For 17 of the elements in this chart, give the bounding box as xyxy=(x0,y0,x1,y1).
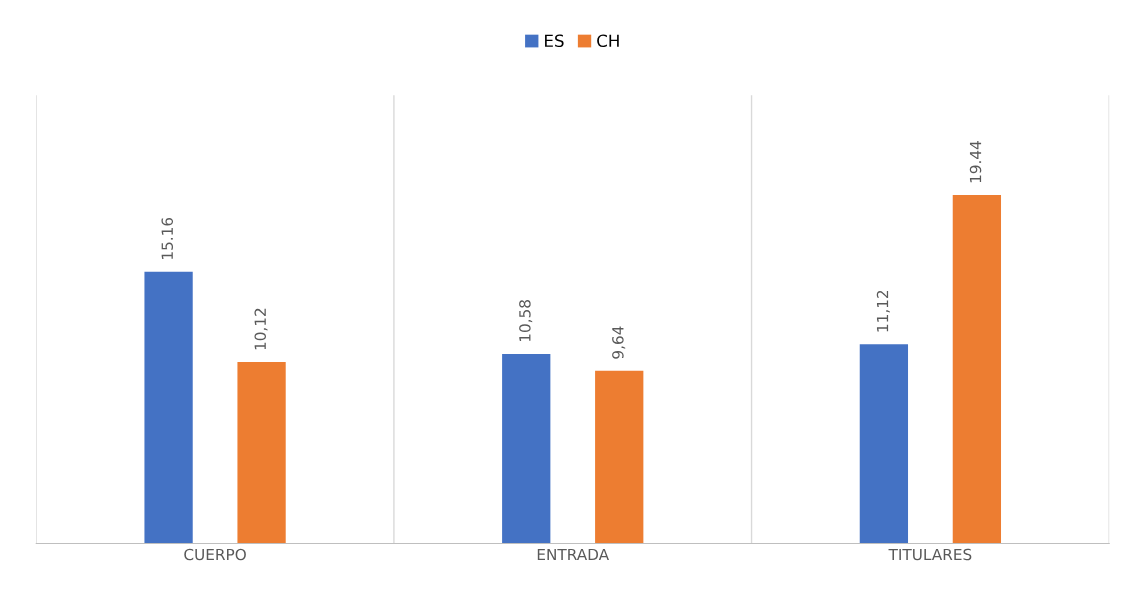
data-label: 10,58 xyxy=(519,300,533,342)
data-label: 15.16 xyxy=(161,217,174,259)
bar xyxy=(237,362,286,544)
bar xyxy=(144,271,193,544)
data-label: 11,12 xyxy=(876,290,890,332)
x-tick-label: TITULARES xyxy=(888,548,972,561)
x-tick-label: ENTRADA xyxy=(537,548,610,561)
data-label: 9,64 xyxy=(612,326,626,359)
data-label: 19.44 xyxy=(969,141,982,183)
x-tick-label: CUERPO xyxy=(184,548,246,561)
bar xyxy=(952,195,1002,544)
legend-label: ES xyxy=(545,34,564,48)
bar xyxy=(502,353,551,544)
bar xyxy=(595,370,644,544)
legend-label: CH xyxy=(597,34,619,48)
data-label: 10,12 xyxy=(254,308,268,350)
bar xyxy=(859,344,909,544)
